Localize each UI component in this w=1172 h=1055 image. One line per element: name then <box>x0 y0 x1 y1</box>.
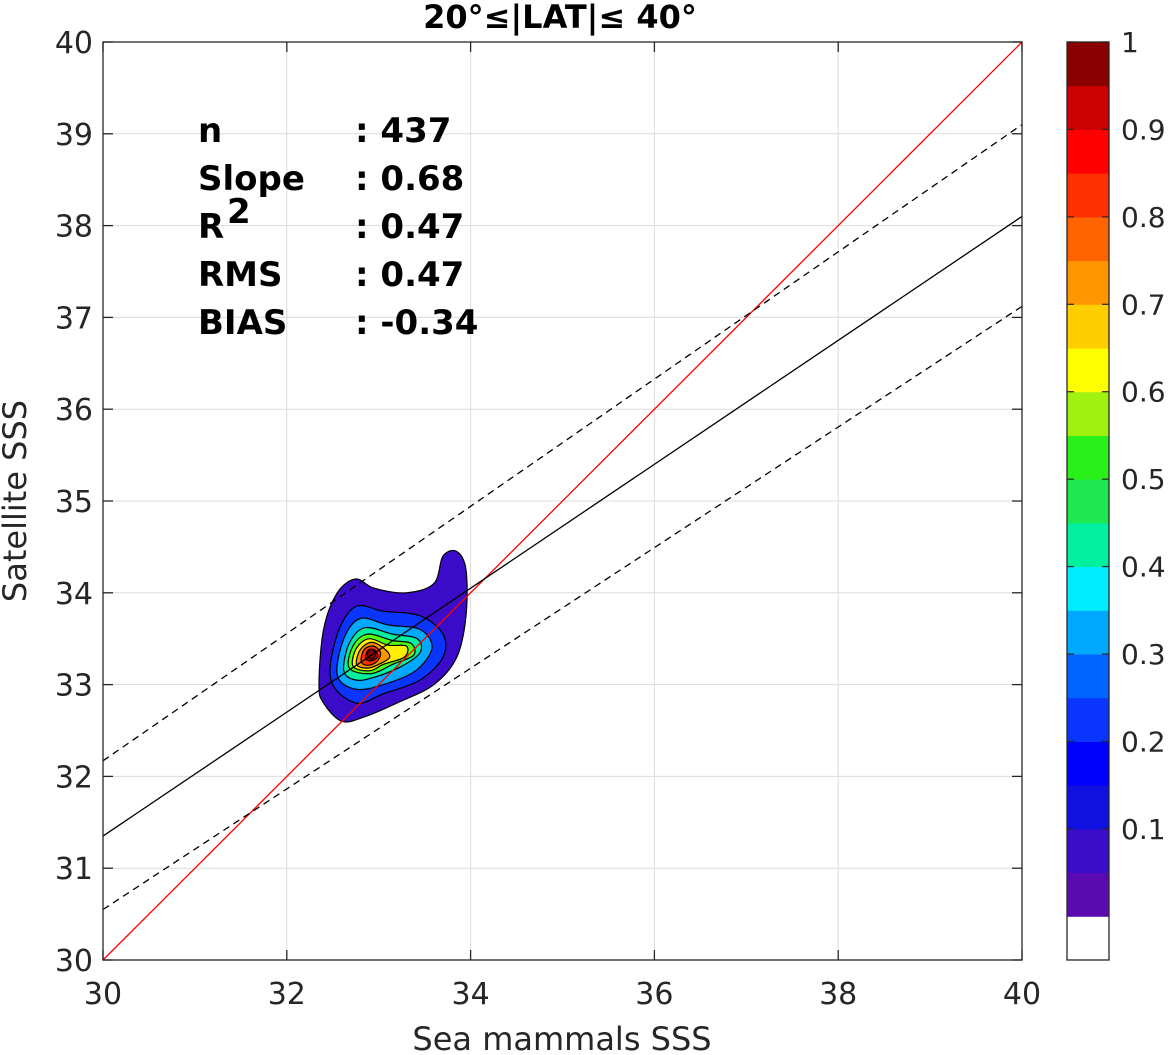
y-tick-label: 39 <box>55 118 93 153</box>
colorbar: 0.1 0.2 0.3 0.4 0.5 0.6 0.7 0.8 0.9 1 <box>1066 26 1166 961</box>
chart-title: 20°≤|LAT|≤ 40° <box>423 0 697 37</box>
colorbar-tick-label: 0.5 <box>1121 463 1166 496</box>
colorbar-segment <box>1067 785 1109 830</box>
colorbar-tick-label: 0.2 <box>1121 725 1166 758</box>
colorbar-tick-label: 0.8 <box>1121 201 1166 234</box>
density-peak <box>366 648 376 660</box>
colorbar-segment <box>1067 479 1109 524</box>
one-to-one-line <box>102 41 1023 961</box>
grid <box>102 41 1023 961</box>
x-tick-label: 30 <box>84 977 122 1012</box>
colorbar-segment <box>1067 916 1109 961</box>
colorbar-segment <box>1067 828 1109 874</box>
statistics-annotation: n : 437 Slope : 0.68 R 2 : 0.47 RMS : 0.47 BIAS : … <box>198 111 478 343</box>
fit-lines <box>102 41 1023 961</box>
y-tick-label: 38 <box>55 210 93 245</box>
colorbar-segment <box>1067 610 1109 655</box>
colorbar-segment <box>1067 129 1109 174</box>
colorbar-segment <box>1067 566 1109 611</box>
y-tick-label: 34 <box>55 577 93 612</box>
stat-value: : -0.34 <box>355 303 478 343</box>
colorbar-segment <box>1067 741 1109 786</box>
colorbar-tick-label: 1 <box>1121 26 1139 59</box>
stat-label: R <box>198 207 224 247</box>
colorbar-segment <box>1067 654 1109 699</box>
x-tick-label: 32 <box>268 977 306 1012</box>
colorbar-segment <box>1067 348 1109 393</box>
y-tick-label: 40 <box>55 26 93 61</box>
y-tick-label: 37 <box>55 301 93 336</box>
y-tick-labels: 30 31 32 33 34 35 36 37 38 39 40 <box>55 26 93 979</box>
y-tick-label: 31 <box>55 852 93 887</box>
y-tick-label: 36 <box>55 393 93 428</box>
colorbar-tick-label: 0.1 <box>1121 813 1166 846</box>
colorbar-segment <box>1067 435 1109 480</box>
regression-line <box>102 215 1023 837</box>
x-tick-label: 36 <box>635 977 673 1012</box>
colorbar-tick-label: 0.9 <box>1121 113 1166 146</box>
y-tick-label: 35 <box>55 485 93 520</box>
colorbar-tick-label: 0.6 <box>1121 376 1166 409</box>
colorbar-segment <box>1067 872 1109 917</box>
stat-value: : 0.47 <box>355 255 464 295</box>
y-axis-label: Satellite SSS <box>0 400 34 602</box>
x-tick-label: 40 <box>1003 977 1041 1012</box>
stat-superscript: 2 <box>227 192 251 232</box>
colorbar-segment <box>1067 522 1109 568</box>
y-tick-label: 33 <box>55 669 93 704</box>
y-tick-label: 30 <box>55 944 93 979</box>
y-tick-label: 32 <box>55 760 93 795</box>
x-tick-labels: 30 32 34 36 38 40 <box>84 977 1041 1012</box>
colorbar-tick-label: 0.7 <box>1121 288 1166 321</box>
colorbar-tick-label: 0.4 <box>1121 551 1166 584</box>
colorbar-segment <box>1067 216 1109 262</box>
x-tick-label: 34 <box>452 977 490 1012</box>
stat-label: Slope <box>198 159 305 199</box>
colorbar-tick-label: 0.3 <box>1121 638 1166 671</box>
colorbar-segment <box>1067 85 1109 130</box>
stat-label: BIAS <box>198 303 287 343</box>
stat-value: : 0.68 <box>355 159 464 199</box>
colorbar-segment <box>1067 697 1109 742</box>
colorbar-segment <box>1067 391 1109 436</box>
stat-value: : 0.47 <box>355 207 464 247</box>
density-contours <box>318 549 468 723</box>
upper-bound-line <box>102 124 1023 762</box>
lower-bound-line <box>102 305 1023 911</box>
x-axis-label: Sea mammals SSS <box>412 1020 711 1055</box>
colorbar-segment <box>1067 260 1109 305</box>
stat-label: RMS <box>198 255 283 295</box>
colorbar-segment <box>1067 42 1109 87</box>
axis-ticks <box>102 41 1023 961</box>
stat-label: n <box>198 111 222 151</box>
colorbar-frame <box>1066 41 1110 961</box>
x-tick-label: 38 <box>819 977 857 1012</box>
colorbar-segment <box>1067 304 1109 349</box>
colorbar-segment <box>1067 173 1109 218</box>
stat-value: : 437 <box>355 111 451 151</box>
